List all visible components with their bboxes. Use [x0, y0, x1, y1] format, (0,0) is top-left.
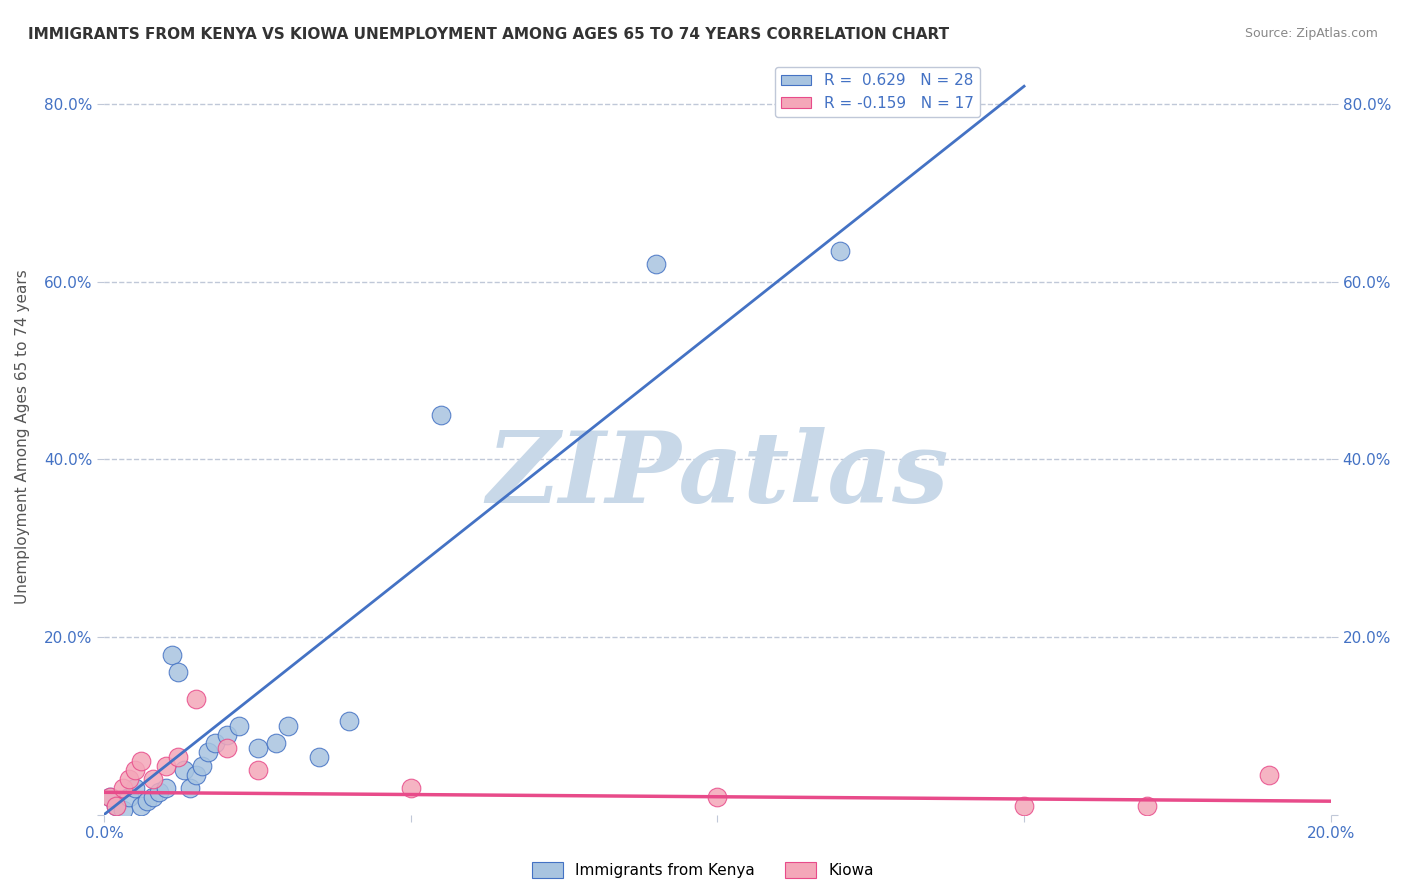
Point	[155, 780, 177, 795]
Point	[111, 780, 134, 795]
Point	[105, 798, 128, 813]
Point	[142, 772, 165, 786]
Text: Source: ZipAtlas.com: Source: ZipAtlas.com	[1244, 27, 1378, 40]
Point	[430, 408, 453, 422]
Point	[160, 648, 183, 662]
Text: IMMIGRANTS FROM KENYA VS KIOWA UNEMPLOYMENT AMONG AGES 65 TO 74 YEARS CORRELATIO: IMMIGRANTS FROM KENYA VS KIOWA UNEMPLOYM…	[28, 27, 949, 42]
Point	[118, 789, 141, 804]
Point	[148, 785, 170, 799]
Point	[129, 798, 152, 813]
Point	[1012, 798, 1035, 813]
Point	[105, 798, 128, 813]
Point	[173, 763, 195, 777]
Point	[186, 767, 208, 781]
Y-axis label: Unemployment Among Ages 65 to 74 years: Unemployment Among Ages 65 to 74 years	[15, 269, 30, 605]
Point	[830, 244, 852, 258]
Point	[308, 749, 330, 764]
Point	[215, 740, 238, 755]
Point	[142, 789, 165, 804]
Point	[179, 780, 201, 795]
Point	[228, 719, 250, 733]
Point	[191, 758, 214, 772]
Point	[124, 780, 146, 795]
Point	[155, 758, 177, 772]
Point	[1136, 798, 1159, 813]
Point	[246, 763, 269, 777]
Point	[98, 789, 121, 804]
Point	[264, 736, 287, 750]
Point	[706, 789, 728, 804]
Point	[215, 728, 238, 742]
Point	[1258, 767, 1281, 781]
Point	[129, 754, 152, 768]
Point	[124, 763, 146, 777]
Point	[136, 794, 159, 808]
Point	[197, 745, 219, 759]
Legend: R =  0.629   N = 28, R = -0.159   N = 17: R = 0.629 N = 28, R = -0.159 N = 17	[775, 67, 980, 117]
Point	[246, 740, 269, 755]
Point	[98, 789, 121, 804]
Point	[118, 772, 141, 786]
Point	[645, 257, 668, 271]
Point	[277, 719, 299, 733]
Point	[166, 749, 188, 764]
Text: ZIPatlas: ZIPatlas	[486, 426, 949, 523]
Legend: Immigrants from Kenya, Kiowa: Immigrants from Kenya, Kiowa	[526, 856, 880, 884]
Point	[204, 736, 226, 750]
Point	[186, 692, 208, 706]
Point	[399, 780, 422, 795]
Point	[339, 714, 361, 729]
Point	[111, 803, 134, 817]
Point	[166, 665, 188, 680]
